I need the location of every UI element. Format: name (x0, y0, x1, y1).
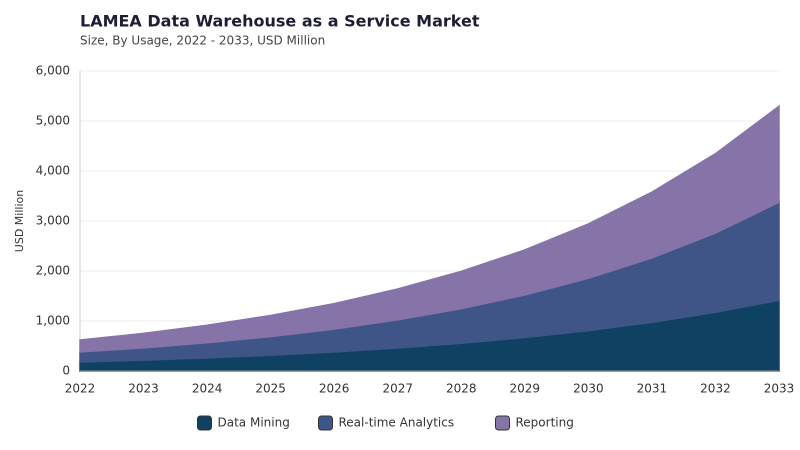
x-tick-label: 2025 (255, 382, 286, 396)
legend-swatch (495, 415, 510, 431)
x-tick-label: 2024 (192, 382, 223, 396)
x-tick-label: 2032 (700, 382, 731, 396)
legend-swatch (318, 415, 333, 431)
x-tick-label: 2031 (637, 382, 668, 396)
x-tick-label: 2029 (510, 382, 541, 396)
x-tick-label: 2027 (382, 382, 413, 396)
x-tick-label: 2033 (764, 382, 795, 396)
legend-label: Real-time Analytics (339, 416, 455, 430)
x-tick-label: 2026 (319, 382, 350, 396)
area (79, 104, 780, 353)
chart-title: LAMEA Data Warehouse as a Service Market (80, 12, 480, 31)
y-tick-label: 0 (62, 364, 70, 378)
legend-label: Data Mining (218, 416, 290, 430)
x-tick-label: 2030 (573, 382, 604, 396)
y-tick-label: 6,000 (36, 64, 70, 78)
y-tick-label: 2,000 (36, 264, 70, 278)
y-tick-label: 1,000 (36, 314, 70, 328)
y-tick-label: 3,000 (36, 214, 70, 228)
legend-swatch (197, 415, 212, 431)
legend-label: Reporting (516, 416, 574, 430)
y-axis-label: USD Million (13, 190, 26, 252)
y-tick-label: 4,000 (36, 164, 70, 178)
y-tick-label: 5,000 (36, 114, 70, 128)
x-tick-label: 2028 (446, 382, 477, 396)
x-tick-label: 2022 (65, 382, 96, 396)
x-tick-label: 2023 (128, 382, 159, 396)
chart-subtitle: Size, By Usage, 2022 - 2033, USD Million (80, 34, 325, 48)
